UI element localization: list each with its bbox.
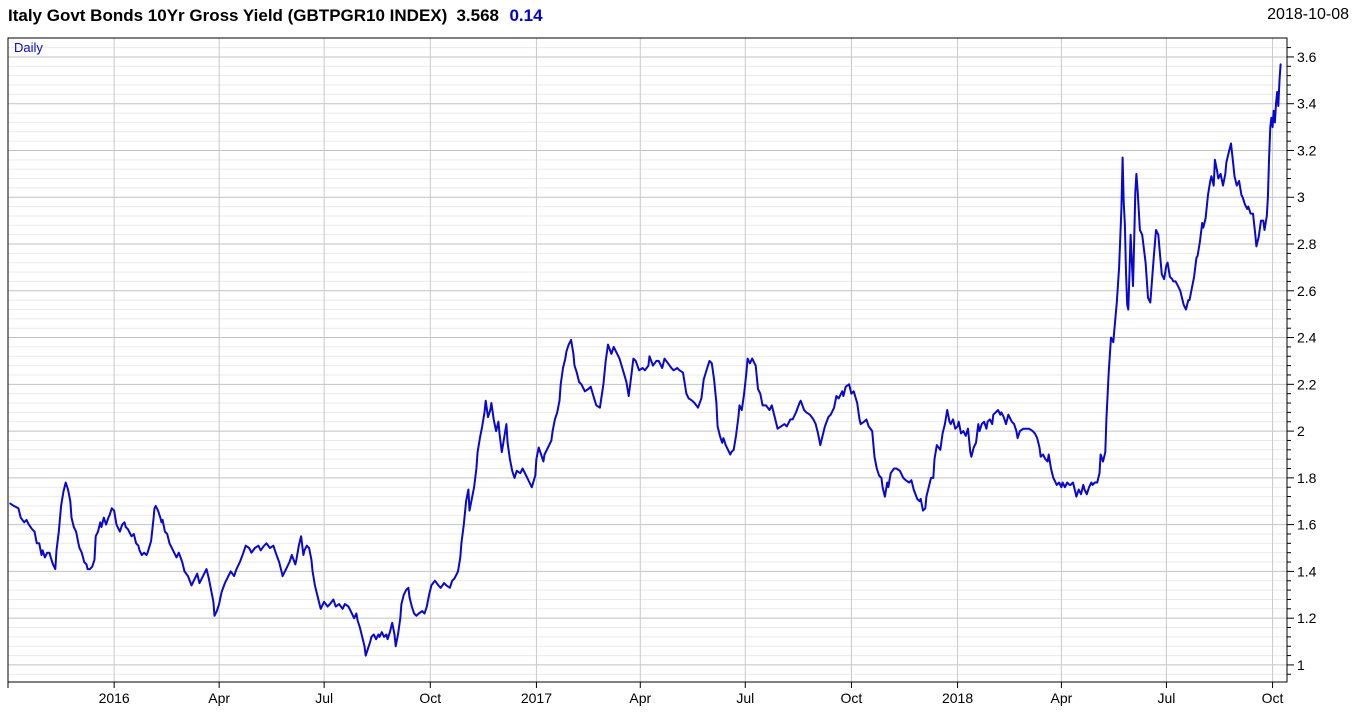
yield-series-line [9, 63, 1282, 657]
gridlines-minor [8, 47, 1287, 675]
price-change: 0.14 [509, 6, 543, 25]
x-tick-label: 2016 [99, 690, 130, 706]
y-tick-label: 2.2 [1297, 376, 1317, 392]
y-tick-label: 3.6 [1297, 49, 1317, 65]
x-tick-label: Jul [1157, 690, 1175, 706]
x-axis-ticks [7, 682, 1274, 688]
y-tick-label: 3.4 [1297, 96, 1317, 112]
y-tick-label: 2 [1297, 423, 1305, 439]
x-tick-label: Oct [1262, 690, 1284, 706]
y-tick-label: 1 [1297, 657, 1305, 673]
chart-header: Italy Govt Bonds 10Yr Gross Yield (GBTPG… [8, 6, 1349, 32]
x-tick-label: Oct [419, 690, 441, 706]
gridlines-major [8, 56, 1287, 666]
y-axis-ticks [1287, 47, 1294, 675]
x-tick-label: Apr [1051, 690, 1073, 706]
as-of-date: 2018-10-08 [1267, 6, 1349, 23]
plot-border [7, 37, 1288, 683]
last-price: 3.568 [456, 6, 500, 25]
x-axis-labels: 2016 Apr Jul Oct 2017 Apr Jul Oct 2018 Apr Jul Oct [99, 690, 1284, 706]
y-tick-label: 1.4 [1297, 563, 1317, 579]
y-axis-labels: 1 1.2 1.4 1.6 1.8 2 2.2 2.4 2.6 2.8 3 3.2 3.4 3.6 [1297, 49, 1317, 673]
period-label: Daily [14, 40, 43, 55]
gridlines-vertical [7, 38, 1274, 682]
y-tick-label: 1.6 [1297, 517, 1317, 533]
x-tick-label: Apr [208, 690, 230, 706]
x-tick-label: Oct [841, 690, 863, 706]
y-tick-label: 1.2 [1297, 610, 1317, 626]
y-tick-label: 2.6 [1297, 283, 1317, 299]
chart-title: Italy Govt Bonds 10Yr Gross Yield (GBTPG… [8, 6, 448, 25]
y-tick-label: 2.8 [1297, 236, 1317, 252]
x-tick-label: 2017 [521, 690, 552, 706]
y-tick-label: 1.8 [1297, 470, 1317, 486]
y-tick-label: 3.2 [1297, 142, 1317, 158]
y-tick-label: 3 [1297, 189, 1305, 205]
x-tick-label: Apr [629, 690, 651, 706]
y-tick-label: 2.4 [1297, 330, 1317, 346]
x-tick-label: Jul [736, 690, 754, 706]
x-tick-label: Jul [315, 690, 333, 706]
x-tick-label: 2018 [942, 690, 973, 706]
